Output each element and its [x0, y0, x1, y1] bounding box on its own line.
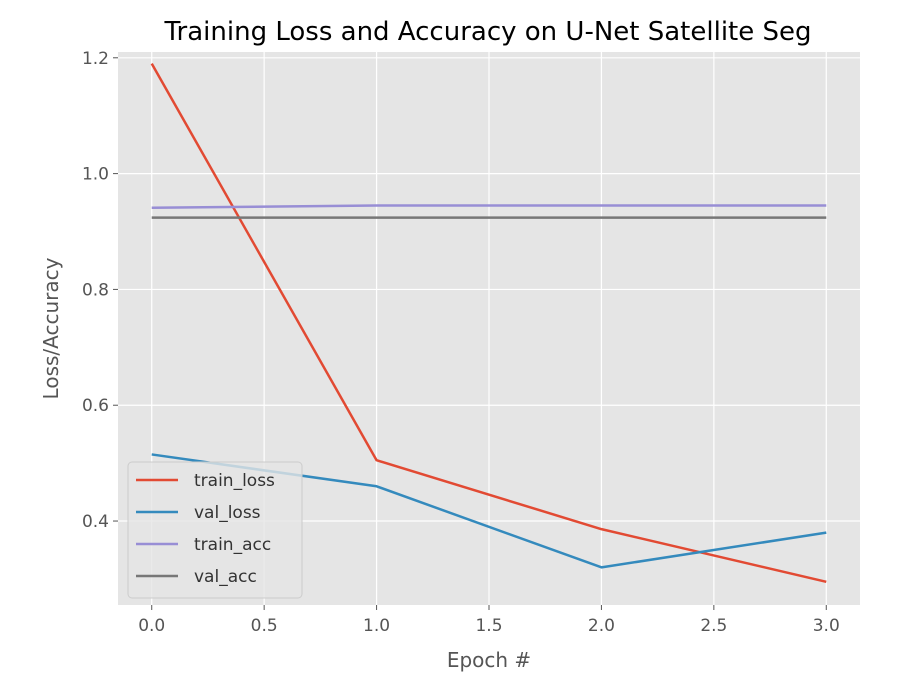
y-tick-label: 0.4 [82, 512, 109, 532]
x-tick-label: 1.0 [363, 616, 390, 636]
legend-label-train-loss: train_loss [194, 471, 275, 491]
series-train-acc-line [151, 204, 827, 210]
series-train-loss-line [150, 62, 827, 584]
y-tick-label: 0.8 [82, 280, 109, 300]
x-tick-label: 1.5 [475, 616, 502, 636]
legend-label-train-acc: train_acc [194, 535, 271, 555]
legend-label-val-loss: val_loss [194, 503, 261, 523]
x-tick-label: 0.0 [138, 616, 165, 636]
x-tick-label: 0.5 [251, 616, 278, 636]
y-tick-label: 1.2 [82, 49, 109, 69]
x-tick-label: 3.0 [813, 616, 840, 636]
y-axis-label: Loss/Accuracy [39, 257, 63, 399]
y-axis-ticks: 0.4 0.6 0.8 1.0 1.2 [82, 49, 118, 532]
y-tick-label: 1.0 [82, 165, 109, 185]
legend-label-val-acc: val_acc [194, 567, 257, 587]
y-tick-label: 0.6 [82, 396, 109, 416]
legend-box [127, 461, 303, 599]
x-tick-label: 2.0 [588, 616, 615, 636]
x-axis-ticks: 0.0 0.5 1.0 1.5 2.0 2.5 3.0 [138, 605, 840, 636]
chart-title: Training Loss and Accuracy on U-Net Sate… [163, 17, 811, 47]
x-tick-label: 2.5 [700, 616, 727, 636]
legend: train_loss val_loss train_acc val_acc [127, 461, 303, 599]
x-axis-label: Epoch # [447, 648, 531, 672]
